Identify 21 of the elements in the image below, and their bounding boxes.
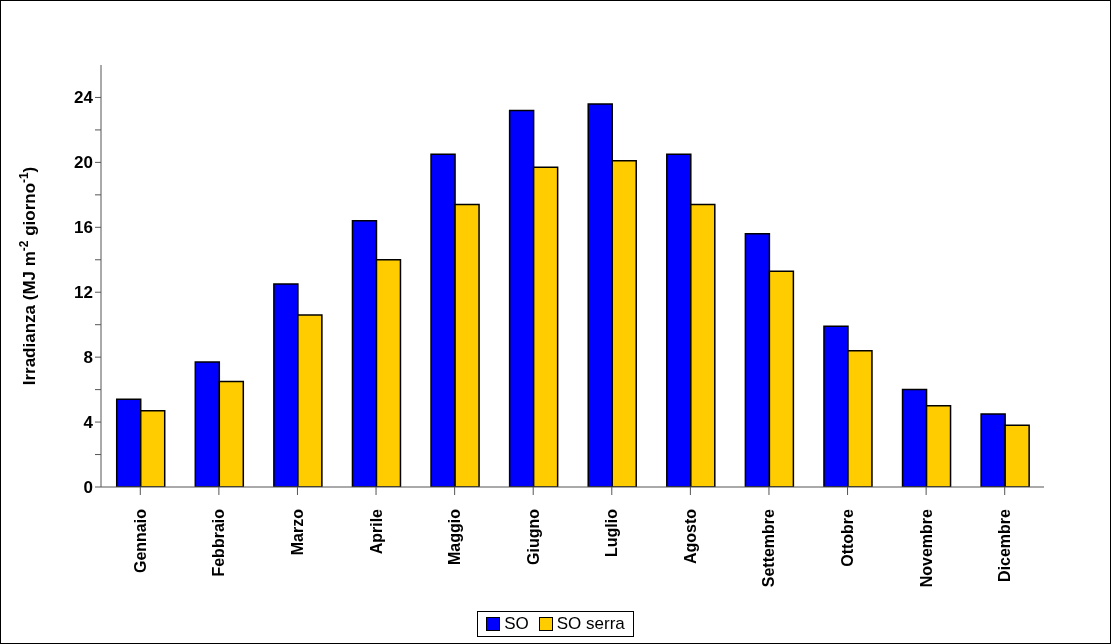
legend-label: SO serra (555, 614, 625, 634)
y-tick-label: 12 (74, 283, 93, 303)
x-tick-label: Marzo (288, 508, 306, 556)
legend-label: SO (503, 614, 529, 634)
x-tick-label: Maggio (446, 508, 464, 565)
x-tick-label: Giugno (524, 508, 542, 565)
x-tick-label: Febbraio (210, 508, 228, 577)
y-tick-label: 8 (83, 348, 93, 368)
x-tick-label: Aprile (367, 508, 385, 555)
y-tick-label: 16 (74, 218, 93, 238)
y-tick-label: 24 (74, 88, 94, 108)
y-tick-label: 0 (83, 478, 93, 498)
x-tick-label: Settembre (760, 508, 778, 588)
y-tick-label: 4 (83, 413, 94, 433)
x-tick-label: Dicembre (996, 508, 1014, 582)
x-tick-label: Novembre (917, 508, 935, 588)
y-tick-label: 20 (74, 153, 93, 173)
x-tick-label: Gennaio (131, 508, 149, 574)
x-tick-label: Agosto (681, 508, 699, 565)
x-tick-label: Luglio (603, 508, 621, 557)
x-tick-label: Ottobre (839, 508, 857, 567)
